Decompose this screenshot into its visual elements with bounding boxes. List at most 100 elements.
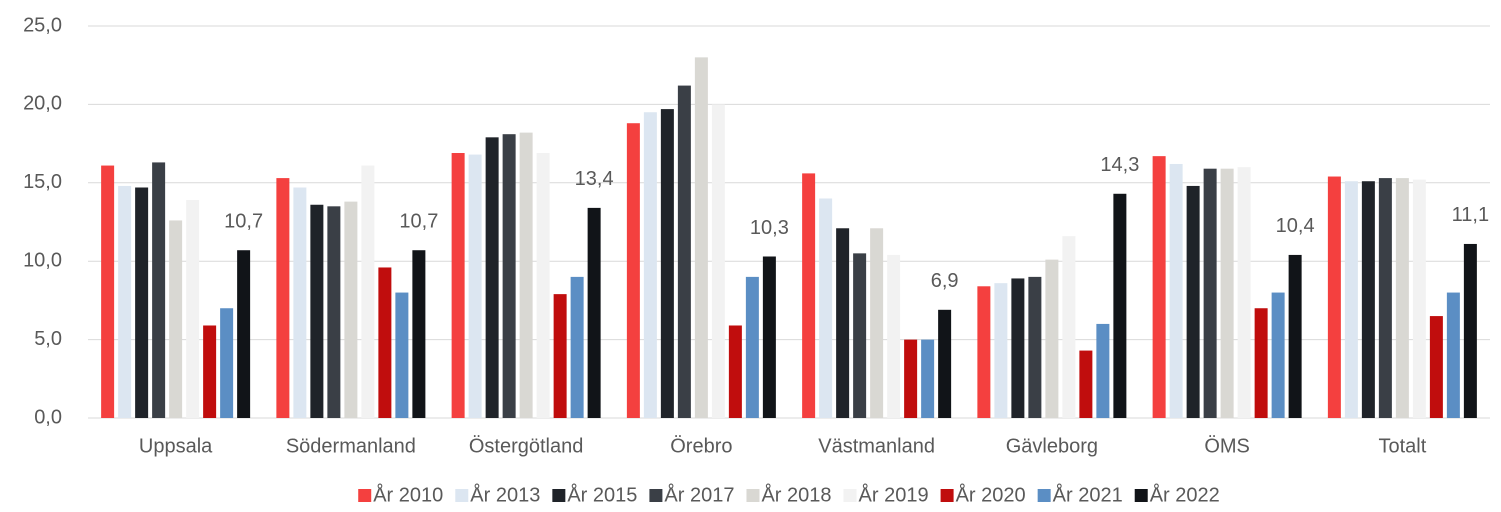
legend-label: År 2020 [956,483,1026,506]
bar [1344,181,1358,418]
bar [1361,181,1375,418]
bar [220,308,234,418]
bar [1271,292,1285,418]
bar [643,112,657,419]
data-label: 10,4 [1276,215,1315,237]
bar [1446,292,1460,418]
bar [762,256,776,418]
legend-swatch [552,489,566,502]
bar [1152,156,1166,419]
bar [570,276,584,418]
bar [994,283,1008,418]
bar [921,339,935,418]
bar [1237,167,1251,418]
y-tick-label: 10,0 [23,249,62,271]
bar [887,254,901,418]
bar [694,57,708,419]
bar [626,123,640,418]
x-tick-label: Uppsala [139,435,213,457]
bar [853,253,867,418]
legend-label: År 2019 [859,483,929,506]
bar [118,185,132,418]
bar [237,250,251,418]
bar [1429,316,1443,418]
bar [293,187,307,418]
bar [1096,323,1110,418]
bar [1254,308,1268,418]
bar [904,339,918,418]
bar [451,153,465,418]
bar [344,201,358,418]
bar [169,220,183,418]
y-tick-label: 5,0 [34,328,62,350]
bar [276,178,290,418]
bar [1203,168,1217,418]
bar [802,173,816,418]
x-tick-label: Västmanland [818,435,935,457]
data-label: 10,7 [399,211,438,233]
bar [1463,243,1477,418]
bar [412,250,426,418]
data-label: 6,9 [931,270,959,292]
x-tick-label: Södermanland [286,435,416,457]
legend-label: År 2021 [1053,483,1123,506]
bar [938,309,952,418]
bar [395,292,409,418]
bar [519,132,533,418]
legend-label: År 2015 [567,483,637,506]
bar [819,198,833,418]
bar [1186,185,1200,418]
legend-label: År 2017 [664,483,734,506]
bar [1327,176,1341,418]
x-tick-label: Gävleborg [1006,435,1098,457]
bar [1079,350,1093,418]
bar [553,294,567,418]
y-tick-label: 0,0 [34,406,62,428]
x-tick-label: Totalt [1378,435,1426,457]
legend-swatch [1134,489,1148,502]
bar [1169,163,1183,418]
y-tick-label: 20,0 [23,93,62,115]
legend-swatch [843,489,857,502]
bar [361,165,375,418]
legend-label: År 2013 [470,483,540,506]
x-tick-label: Östergötland [469,435,584,457]
bar [1378,178,1392,418]
bar [1028,276,1042,418]
bar [1395,178,1409,418]
data-label: 14,3 [1100,154,1139,176]
x-tick-label: ÖMS [1204,435,1250,457]
bar [660,109,674,418]
bar [101,165,115,418]
legend-swatch [455,489,469,502]
legend-swatch [1037,489,1051,502]
bar [203,325,217,418]
bar [1011,278,1025,418]
bar [186,200,200,418]
bar [310,204,324,418]
legend-label: År 2018 [761,483,831,506]
bar [485,137,499,418]
bar [1412,179,1426,418]
data-label: 10,7 [224,211,263,233]
bar [711,104,725,419]
bar [1288,254,1302,418]
y-tick-label: 15,0 [23,171,62,193]
legend-swatch [940,489,954,502]
x-tick-label: Örebro [670,435,732,457]
bar [977,286,991,418]
bar [152,162,166,418]
bar [870,228,884,418]
bar [536,153,550,418]
bar [135,187,149,418]
bar [728,325,742,418]
bar [745,276,759,418]
legend-swatch [358,489,372,502]
y-tick-label: 25,0 [23,14,62,36]
bar [1220,168,1234,418]
data-label: 11,1 [1452,204,1489,226]
bar [378,267,392,418]
data-label: 10,3 [750,217,789,239]
legend-label: År 2010 [373,483,443,506]
